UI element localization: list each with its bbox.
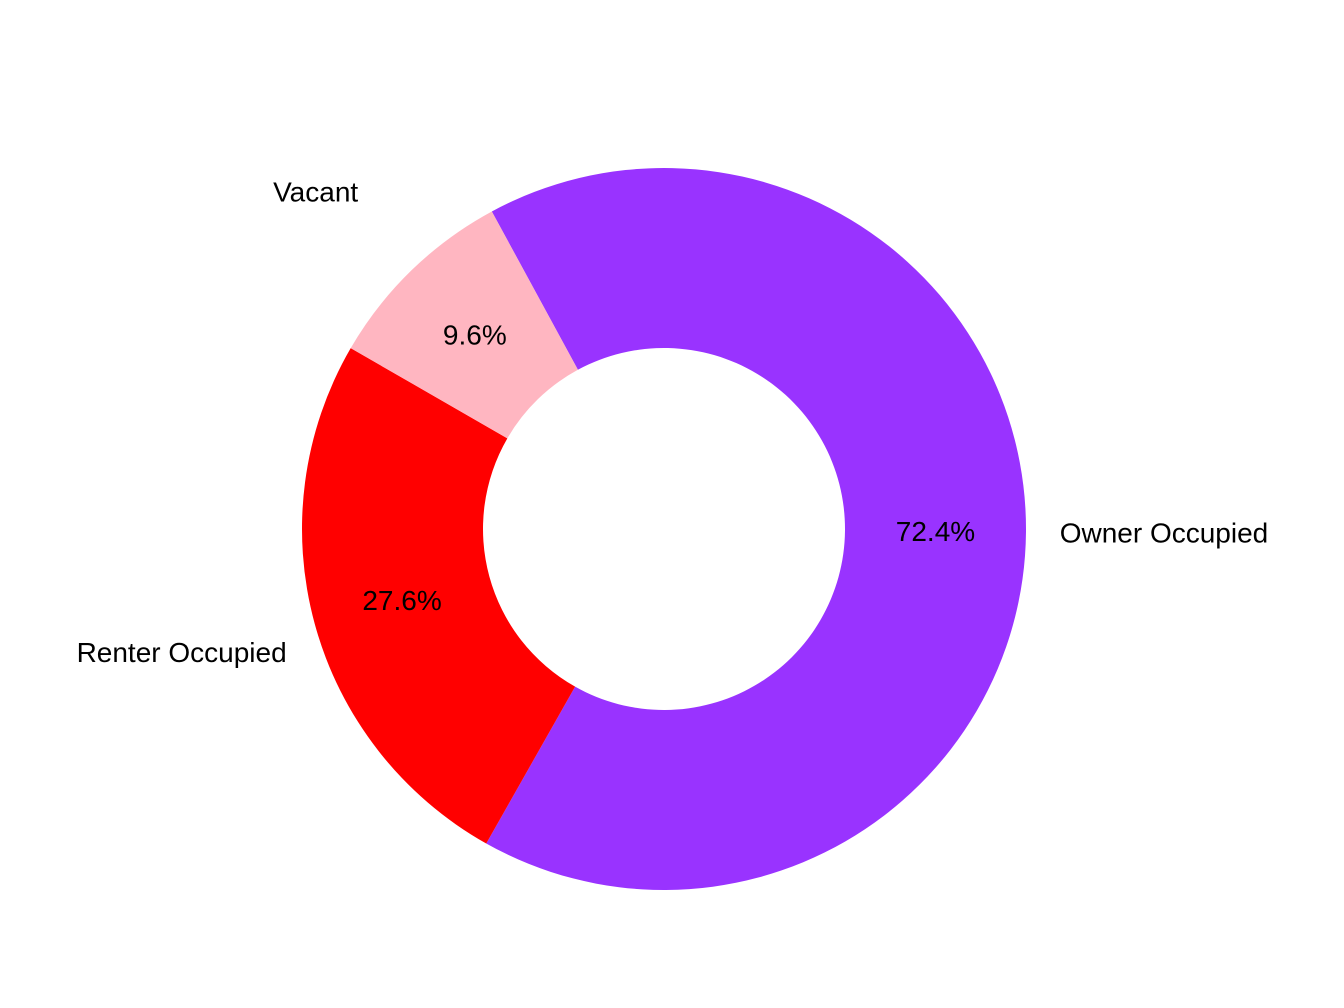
slice-value-label-owner-occupied: 72.4% xyxy=(896,516,975,547)
slice-value-label-vacant: 9.6% xyxy=(443,319,507,350)
labels-layer: 72.4% Owner Occupied 27.6% Renter Occupied 9… xyxy=(77,176,1269,668)
slice-renter-occupied xyxy=(302,348,576,844)
category-label-vacant: Vacant xyxy=(273,176,358,207)
slices-layer xyxy=(302,168,1026,891)
category-label-owner-occupied: Owner Occupied xyxy=(1060,518,1269,549)
slice-value-label-renter-occupied: 27.6% xyxy=(362,585,441,616)
slice-vacant xyxy=(350,211,578,439)
category-label-renter-occupied: Renter Occupied xyxy=(77,637,287,668)
slice-owner-occupied xyxy=(486,168,1026,891)
